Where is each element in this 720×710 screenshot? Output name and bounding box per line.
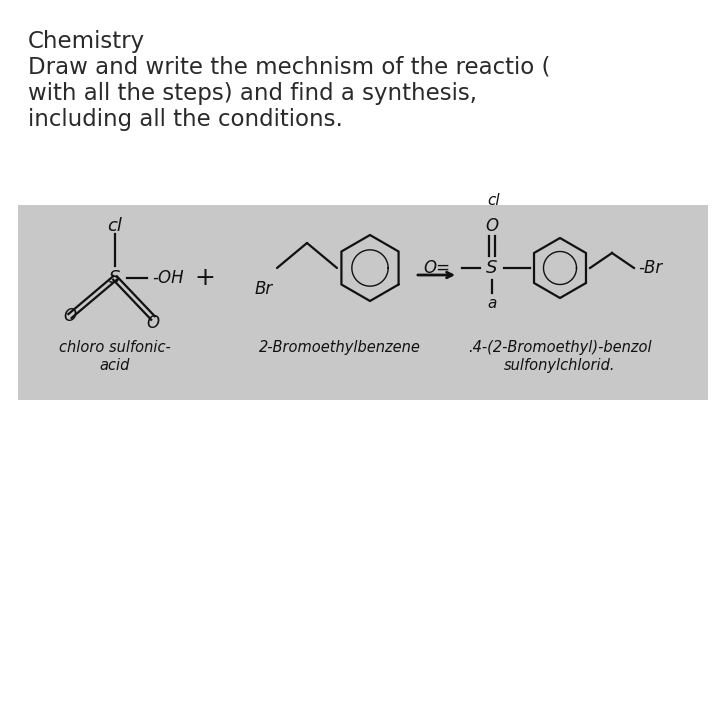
Text: 2-Bromoethylbenzene: 2-Bromoethylbenzene: [259, 340, 421, 355]
Text: cl: cl: [487, 193, 500, 208]
Text: Chemistry: Chemistry: [28, 30, 145, 53]
Text: chloro sulfonic-: chloro sulfonic-: [59, 340, 171, 355]
Text: sulfonylchlorid.: sulfonylchlorid.: [504, 358, 616, 373]
Text: acid: acid: [100, 358, 130, 373]
Text: O: O: [146, 314, 160, 332]
Text: -Br: -Br: [638, 259, 662, 277]
Text: .4-(2-Bromoethyl)-benzol: .4-(2-Bromoethyl)-benzol: [468, 340, 652, 355]
Bar: [18, 205, 708, 400]
Text: -OH: -OH: [152, 269, 184, 287]
Text: Draw and write the mechnism of the reactio (: Draw and write the mechnism of the react…: [28, 56, 551, 79]
Text: O=: O=: [423, 259, 450, 277]
Text: S: S: [486, 259, 498, 277]
Text: Br: Br: [255, 280, 273, 298]
Text: with all the steps) and find a synthesis,: with all the steps) and find a synthesis…: [28, 82, 477, 105]
Text: including all the conditions.: including all the conditions.: [28, 108, 343, 131]
Text: O: O: [485, 217, 498, 235]
Text: +: +: [194, 266, 215, 290]
Text: cl: cl: [107, 217, 122, 235]
Text: O: O: [63, 307, 76, 325]
Text: a: a: [487, 295, 497, 310]
Text: S: S: [109, 269, 121, 287]
